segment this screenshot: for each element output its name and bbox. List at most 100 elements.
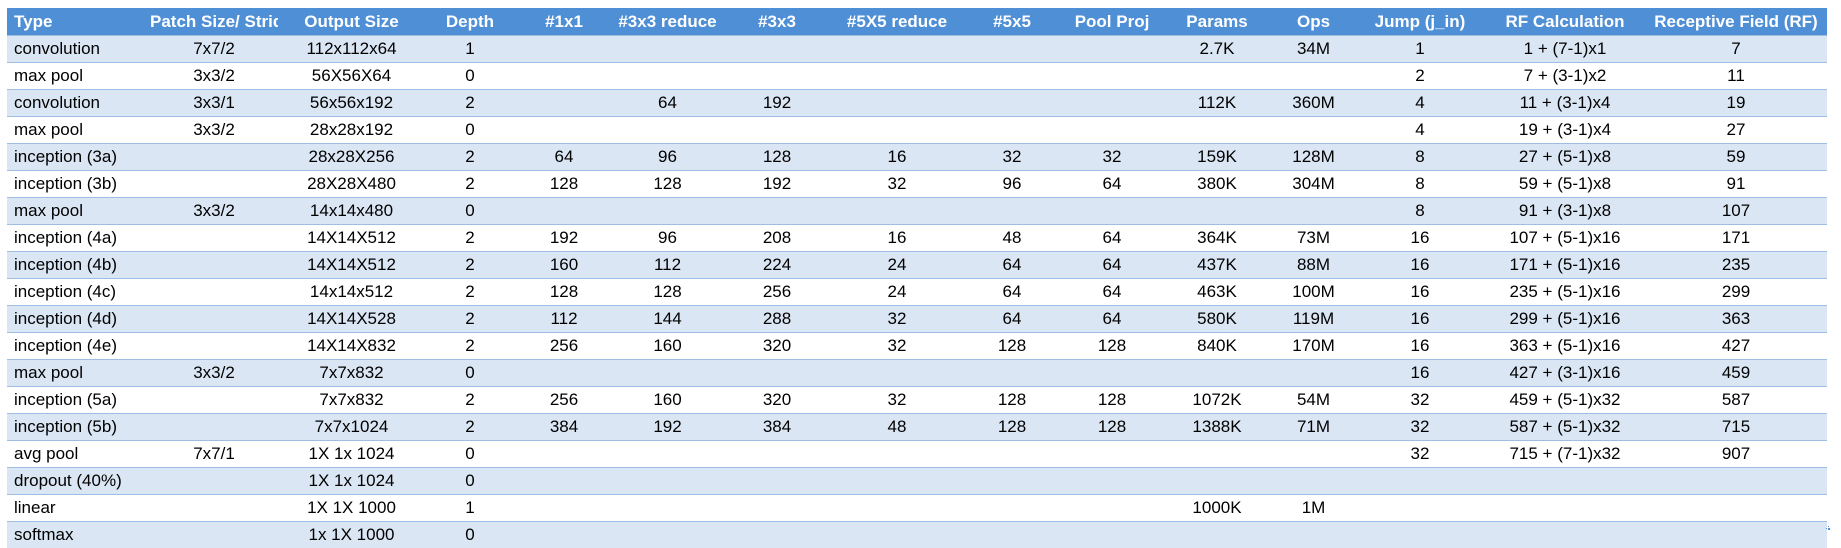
table-cell[interactable]: [1272, 360, 1355, 387]
table-cell[interactable]: [832, 198, 962, 225]
table-cell[interactable]: [150, 495, 278, 522]
table-cell[interactable]: max pool: [7, 198, 150, 225]
table-cell[interactable]: [613, 441, 722, 468]
table-cell[interactable]: [613, 468, 722, 495]
table-cell[interactable]: [1062, 36, 1162, 63]
table-cell[interactable]: [613, 36, 722, 63]
column-header[interactable]: Params: [1162, 8, 1272, 36]
table-cell[interactable]: 459: [1645, 360, 1827, 387]
table-cell[interactable]: 27: [1645, 117, 1827, 144]
table-cell[interactable]: 0: [425, 468, 515, 495]
table-cell[interactable]: 64: [962, 252, 1062, 279]
table-cell[interactable]: 8: [1355, 144, 1485, 171]
table-cell[interactable]: [1062, 90, 1162, 117]
table-cell[interactable]: 2: [425, 333, 515, 360]
table-cell[interactable]: 235: [1645, 252, 1827, 279]
table-cell[interactable]: 14x14x512: [278, 279, 425, 306]
table-cell[interactable]: [832, 441, 962, 468]
table-cell[interactable]: 0: [425, 522, 515, 548]
table-cell[interactable]: 320: [722, 387, 832, 414]
table-cell[interactable]: 27 + (5-1)x8: [1485, 144, 1645, 171]
table-cell[interactable]: [515, 117, 613, 144]
table-cell[interactable]: 32: [832, 333, 962, 360]
table-cell[interactable]: 48: [832, 414, 962, 441]
table-cell[interactable]: [515, 90, 613, 117]
table-cell[interactable]: [1062, 360, 1162, 387]
table-cell[interactable]: [515, 198, 613, 225]
table-cell[interactable]: [962, 198, 1062, 225]
table-cell[interactable]: [832, 495, 962, 522]
table-cell[interactable]: max pool: [7, 117, 150, 144]
table-cell[interactable]: 1x 1X 1000: [278, 522, 425, 548]
table-cell[interactable]: 64: [1062, 225, 1162, 252]
table-cell[interactable]: [832, 468, 962, 495]
table-cell[interactable]: 299 + (5-1)x16: [1485, 306, 1645, 333]
table-cell[interactable]: 160: [613, 387, 722, 414]
table-cell[interactable]: [1355, 522, 1485, 548]
table-cell[interactable]: 64: [613, 90, 722, 117]
table-cell[interactable]: [722, 198, 832, 225]
table-cell[interactable]: [1062, 495, 1162, 522]
table-cell[interactable]: [962, 441, 1062, 468]
table-cell[interactable]: 32: [1355, 387, 1485, 414]
table-cell[interactable]: 2.7K: [1162, 36, 1272, 63]
table-cell[interactable]: 1X 1x 1024: [278, 468, 425, 495]
table-cell[interactable]: dropout (40%): [7, 468, 150, 495]
table-cell[interactable]: 7 + (3-1)x2: [1485, 63, 1645, 90]
table-cell[interactable]: [613, 63, 722, 90]
table-cell[interactable]: [150, 144, 278, 171]
table-cell[interactable]: 0: [425, 198, 515, 225]
table-cell[interactable]: 32: [832, 171, 962, 198]
table-cell[interactable]: 715 + (7-1)x32: [1485, 441, 1645, 468]
table-cell[interactable]: 56X56X64: [278, 63, 425, 90]
table-cell[interactable]: 128: [722, 144, 832, 171]
table-cell[interactable]: [515, 468, 613, 495]
table-cell[interactable]: 11 + (3-1)x4: [1485, 90, 1645, 117]
table-cell[interactable]: 73M: [1272, 225, 1355, 252]
table-cell[interactable]: [722, 36, 832, 63]
table-cell[interactable]: 16: [1355, 306, 1485, 333]
table-cell[interactable]: 840K: [1162, 333, 1272, 360]
table-cell[interactable]: 96: [613, 225, 722, 252]
table-cell[interactable]: 2: [425, 414, 515, 441]
table-cell[interactable]: max pool: [7, 63, 150, 90]
table-cell[interactable]: 0: [425, 441, 515, 468]
table-cell[interactable]: 3x3/2: [150, 198, 278, 225]
table-cell[interactable]: [1485, 522, 1645, 548]
table-cell[interactable]: 128: [515, 171, 613, 198]
table-cell[interactable]: 2: [425, 171, 515, 198]
table-cell[interactable]: [613, 198, 722, 225]
table-cell[interactable]: [1272, 468, 1355, 495]
table-cell[interactable]: [722, 495, 832, 522]
table-cell[interactable]: 8: [1355, 198, 1485, 225]
table-cell[interactable]: [515, 441, 613, 468]
table-cell[interactable]: 16: [1355, 279, 1485, 306]
table-cell[interactable]: 3x3/2: [150, 117, 278, 144]
table-cell[interactable]: 587 + (5-1)x32: [1485, 414, 1645, 441]
table-cell[interactable]: 91 + (3-1)x8: [1485, 198, 1645, 225]
table-cell[interactable]: 2: [425, 387, 515, 414]
table-cell[interactable]: inception (5b): [7, 414, 150, 441]
table-cell[interactable]: 715: [1645, 414, 1827, 441]
table-cell[interactable]: 64: [962, 279, 1062, 306]
table-cell[interactable]: [832, 360, 962, 387]
table-cell[interactable]: 16: [1355, 252, 1485, 279]
table-cell[interactable]: 128M: [1272, 144, 1355, 171]
table-cell[interactable]: [962, 468, 1062, 495]
table-cell[interactable]: 192: [722, 90, 832, 117]
table-cell[interactable]: 7x7x832: [278, 360, 425, 387]
table-cell[interactable]: [1272, 117, 1355, 144]
table-cell[interactable]: 32: [1355, 441, 1485, 468]
table-cell[interactable]: 128: [1062, 387, 1162, 414]
table-cell[interactable]: 7: [1645, 36, 1827, 63]
table-cell[interactable]: 2: [425, 225, 515, 252]
table-cell[interactable]: 64: [962, 306, 1062, 333]
table-cell[interactable]: 96: [613, 144, 722, 171]
table-cell[interactable]: 256: [722, 279, 832, 306]
table-cell[interactable]: [962, 117, 1062, 144]
table-cell[interactable]: [1062, 522, 1162, 548]
table-cell[interactable]: 2: [425, 306, 515, 333]
column-header[interactable]: Output Size: [278, 8, 425, 36]
column-header[interactable]: Depth: [425, 8, 515, 36]
table-cell[interactable]: [962, 63, 1062, 90]
